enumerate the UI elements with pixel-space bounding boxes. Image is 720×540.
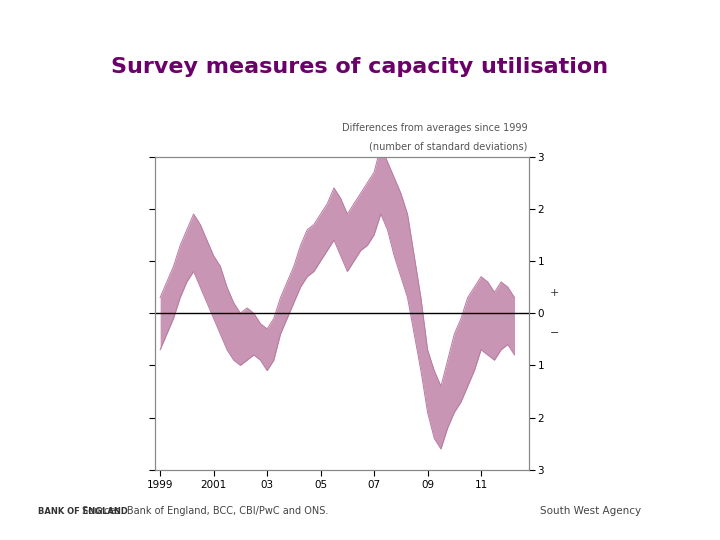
- Text: South West Agency: South West Agency: [540, 505, 641, 516]
- Text: BANK OF ENGLAND: BANK OF ENGLAND: [38, 507, 127, 516]
- Text: Survey measures of capacity utilisation: Survey measures of capacity utilisation: [112, 57, 608, 77]
- Text: (number of standard deviations): (number of standard deviations): [369, 142, 527, 152]
- Text: Differences from averages since 1999: Differences from averages since 1999: [342, 123, 527, 133]
- Text: −: −: [550, 328, 559, 338]
- Text: Sources: Bank of England, BCC, CBI/PwC and ONS.: Sources: Bank of England, BCC, CBI/PwC a…: [82, 505, 328, 516]
- Text: +: +: [550, 288, 559, 299]
